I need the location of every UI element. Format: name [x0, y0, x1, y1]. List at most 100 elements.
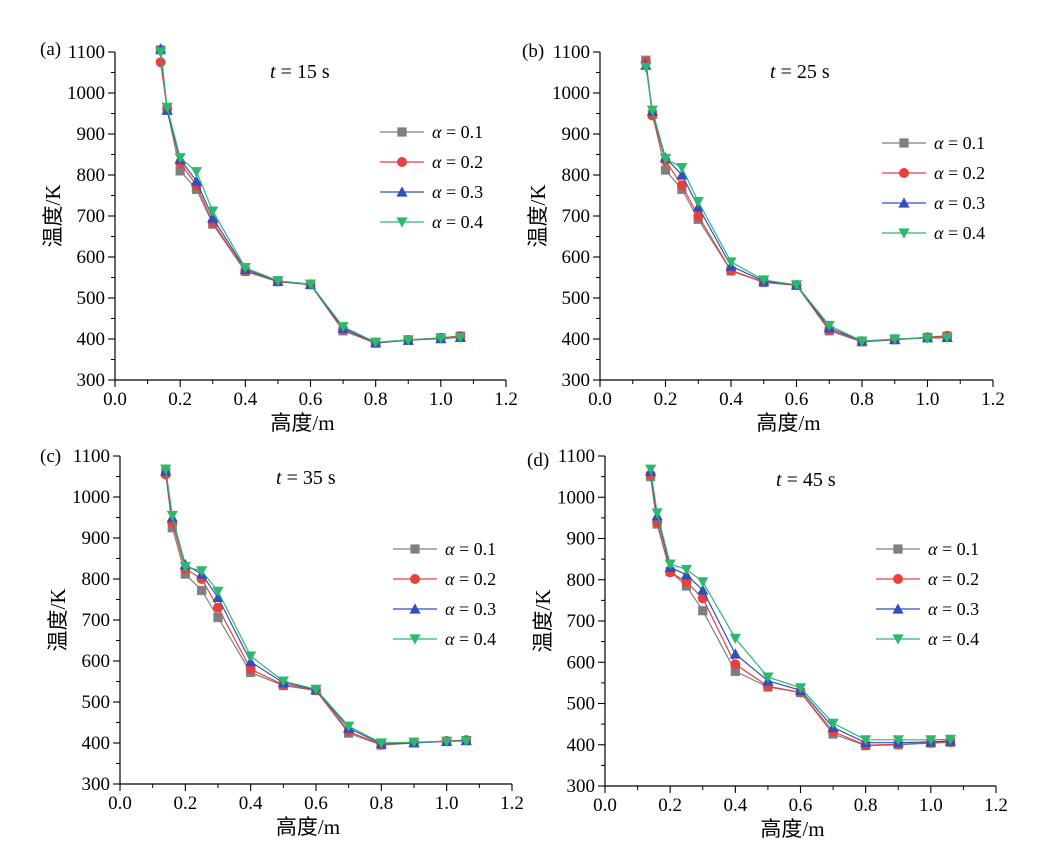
- x-tick-label: 0.4: [233, 389, 257, 410]
- y-tick-label: 700: [567, 611, 596, 632]
- data-point: [944, 734, 956, 745]
- y-tick-label: 1100: [558, 446, 595, 467]
- data-point: [860, 735, 872, 746]
- data-point: [454, 333, 466, 344]
- data-point: [651, 508, 663, 519]
- legend-symbol: α: [445, 539, 455, 559]
- legend-symbol: α: [934, 193, 944, 213]
- data-point: [213, 612, 223, 623]
- data-point: [212, 586, 224, 597]
- series-line: [160, 51, 461, 343]
- x-axis-title: 高度/m: [276, 815, 340, 839]
- data-point: [343, 721, 355, 732]
- data-point: [155, 57, 166, 68]
- y-tick-label: 700: [77, 206, 106, 227]
- legend-marker: [892, 603, 904, 614]
- legend-marker: [396, 186, 408, 197]
- legend-marker: [397, 157, 407, 167]
- x-tick-label: 1.2: [984, 795, 1008, 816]
- x-tick-label: 0.4: [239, 793, 263, 814]
- legend-marker: [410, 574, 420, 584]
- data-point: [758, 275, 770, 286]
- x-tick-label: 0.8: [364, 389, 388, 410]
- legend-value: = 0.4: [943, 223, 985, 243]
- data-point: [640, 62, 652, 73]
- legend-symbol: α: [934, 223, 944, 243]
- series-line: [165, 471, 467, 745]
- data-point: [190, 167, 203, 178]
- legend-value: = 0.3: [454, 599, 496, 619]
- series-line: [650, 474, 951, 746]
- time-value: = 15 s: [276, 61, 330, 83]
- data-point: [856, 336, 868, 347]
- time-symbol: t: [270, 61, 276, 83]
- data-point: [166, 510, 178, 522]
- time-value: = 45 s: [782, 469, 836, 491]
- data-point: [645, 464, 657, 475]
- x-tick-label: 1.0: [435, 793, 459, 814]
- legend-label: α = 0.4: [934, 223, 985, 243]
- series-0.3: [645, 465, 956, 748]
- x-tick-label: 0.6: [299, 389, 323, 410]
- data-point: [212, 591, 224, 603]
- series-line: [650, 476, 951, 747]
- series-0.4: [160, 464, 472, 749]
- x-tick-label: 0.0: [108, 793, 132, 814]
- data-point: [762, 672, 774, 683]
- series-0.3: [160, 465, 472, 749]
- legend-value: = 0.1: [943, 133, 985, 153]
- data-point: [175, 166, 185, 176]
- legend: α = 0.1α = 0.2α = 0.3α = 0.4: [393, 539, 496, 649]
- legend-marker: [893, 544, 903, 554]
- data-point: [676, 163, 688, 174]
- series-0.1: [646, 472, 955, 751]
- series-line: [160, 48, 461, 344]
- y-tick-label: 800: [562, 165, 591, 186]
- y-tick-label: 800: [77, 165, 106, 186]
- time-symbol: t: [770, 61, 776, 83]
- data-point: [823, 320, 835, 332]
- legend-label: α = 0.1: [445, 539, 496, 559]
- y-tick-label: 1000: [557, 487, 595, 508]
- y-tick-label: 500: [82, 692, 111, 713]
- x-tick-label: 0.6: [785, 389, 809, 410]
- x-tick-label: 0.4: [723, 795, 747, 816]
- x-tick-label: 1.2: [494, 389, 518, 410]
- legend-value: = 0.4: [454, 629, 496, 649]
- legend-marker: [892, 634, 904, 645]
- y-tick-label: 1100: [73, 446, 110, 467]
- series-0.4: [645, 464, 956, 746]
- data-point: [660, 165, 671, 175]
- y-tick-label: 400: [567, 735, 596, 756]
- data-point: [680, 564, 693, 576]
- legend-value: = 0.3: [937, 599, 979, 619]
- legend-symbol: α: [445, 569, 455, 589]
- y-tick-label: 900: [567, 529, 596, 550]
- data-point: [692, 197, 704, 208]
- time-value: = 35 s: [282, 467, 336, 489]
- y-tick-label: 1100: [553, 42, 590, 63]
- y-axis-title: 温度/K: [46, 589, 70, 652]
- legend-label: α = 0.3: [432, 182, 483, 202]
- x-tick-label: 0.2: [173, 793, 197, 814]
- y-tick-label: 300: [562, 370, 591, 391]
- legend: α = 0.1α = 0.2α = 0.3α = 0.4: [876, 539, 979, 649]
- y-tick-label: 500: [567, 694, 596, 715]
- data-point: [197, 585, 207, 596]
- series-line: [650, 471, 951, 744]
- legend-label: α = 0.1: [928, 539, 979, 559]
- data-point: [664, 559, 676, 570]
- data-point: [730, 659, 741, 670]
- chart-panel-4: 300 400 500 600 700 800 900 1000 1100 0.0 0.2 0.4 0.…: [527, 446, 1008, 841]
- legend-marker: [899, 138, 909, 148]
- chart-panel-1: 300 400 500 600 700 800 900 1000 1100 0.0 0.2 0.4 0.…: [40, 39, 518, 435]
- data-point: [272, 276, 284, 287]
- legend-value: = 0.3: [441, 182, 483, 202]
- x-tick-label: 0.8: [850, 389, 874, 410]
- legend-marker: [898, 228, 910, 239]
- legend-value: = 0.3: [943, 193, 985, 213]
- y-tick-label: 1000: [67, 83, 105, 104]
- time-symbol: t: [776, 469, 782, 491]
- x-tick-label: 0.0: [588, 389, 612, 410]
- data-point: [698, 606, 708, 616]
